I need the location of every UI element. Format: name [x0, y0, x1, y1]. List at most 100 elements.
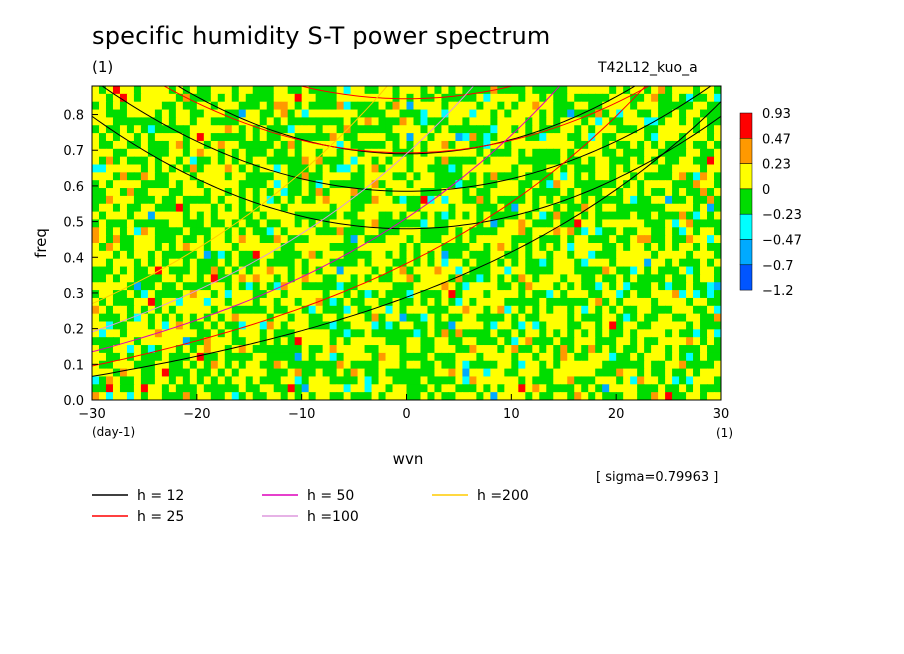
field-cell: [210, 172, 219, 181]
field-cell: [92, 117, 100, 126]
field-cell: [427, 258, 436, 268]
field-cell: [224, 211, 233, 221]
field-cell: [308, 203, 317, 213]
field-cell: [294, 290, 303, 299]
field-cell: [616, 188, 624, 197]
field-cell: [658, 243, 666, 252]
field-cell: [315, 180, 324, 189]
field-cell: [245, 109, 254, 118]
field-cell: [154, 384, 163, 393]
field-cell: [665, 195, 673, 205]
field-cell: [308, 290, 317, 299]
field-cell: [406, 321, 415, 330]
field-cell: [413, 101, 422, 111]
field-cell: [378, 172, 387, 181]
field-cell: [168, 243, 177, 252]
field-cell: [658, 392, 666, 400]
field-cell: [546, 274, 554, 283]
field-cell: [92, 250, 100, 260]
field-cell: [252, 258, 261, 268]
field-cell: [245, 258, 254, 268]
field-cell: [168, 290, 177, 299]
field-cell: [483, 180, 491, 189]
field-cell: [210, 133, 219, 142]
field-cell: [490, 345, 498, 354]
field-cell: [357, 148, 366, 158]
field-cell: [448, 203, 457, 213]
field-cell: [714, 392, 721, 400]
field-cell: [378, 337, 387, 346]
field-cell: [623, 133, 631, 142]
field-cell: [350, 156, 359, 166]
field-cell: [168, 109, 177, 118]
field-cell: [252, 148, 261, 158]
field-cell: [665, 93, 673, 103]
field-cell: [245, 101, 254, 111]
field-cell: [644, 203, 652, 213]
field-cell: [105, 337, 114, 346]
field-cell: [511, 219, 519, 228]
field-cell: [231, 250, 240, 260]
field-cell: [315, 172, 324, 181]
field-cell: [364, 203, 373, 213]
field-cell: [490, 125, 498, 134]
field-cell: [315, 274, 324, 283]
field-cell: [308, 93, 317, 103]
field-cell: [301, 297, 310, 307]
field-cell: [92, 266, 100, 275]
field-cell: [350, 101, 359, 111]
field-cell: [287, 93, 296, 103]
field-cell: [189, 211, 198, 221]
field-cell: [623, 172, 631, 181]
field-cell: [147, 290, 156, 299]
field-cell: [112, 384, 121, 393]
field-cell: [448, 180, 457, 189]
colorbar-label: −0.7: [762, 259, 794, 274]
field-cell: [140, 337, 149, 346]
field-cell: [147, 297, 156, 307]
field-cell: [336, 258, 345, 268]
field-cell: [686, 219, 694, 228]
field-cell: [595, 243, 603, 252]
dispersion-curves: [92, 86, 721, 377]
field-cell: [406, 164, 415, 173]
field-cell: [665, 211, 673, 221]
field-cell: [434, 337, 443, 346]
field-cell: [469, 188, 477, 197]
field-cell: [616, 282, 624, 291]
field-cell: [357, 133, 366, 142]
field-cell: [441, 313, 450, 323]
field-cell: [92, 101, 100, 111]
field-cell: [364, 188, 373, 197]
field-cell: [658, 133, 666, 142]
field-cell: [357, 376, 366, 385]
field-cell: [455, 156, 464, 166]
field-cell: [294, 321, 303, 330]
field-cell: [112, 188, 121, 197]
field-cell: [364, 219, 373, 228]
field-cell: [364, 345, 373, 354]
field-cell: [455, 180, 464, 189]
field-cell: [203, 329, 212, 338]
field-cell: [490, 313, 498, 323]
field-cell: [364, 258, 373, 268]
field-cell: [476, 93, 484, 103]
field-cell: [217, 368, 226, 378]
field-cell: [322, 392, 331, 400]
field-cell: [609, 140, 617, 150]
field-cell: [602, 188, 610, 197]
field-cell: [623, 203, 631, 213]
field-cell: [399, 140, 408, 150]
field-cell: [217, 101, 226, 111]
field-cell: [707, 109, 715, 118]
field-cell: [385, 258, 394, 268]
field-cell: [273, 345, 282, 354]
field-cell: [189, 392, 198, 400]
field-cell: [196, 172, 205, 181]
field-cell: [504, 297, 512, 307]
field-cell: [602, 345, 610, 354]
field-cell: [567, 321, 575, 330]
field-cell: [490, 274, 498, 283]
field-cell: [525, 376, 533, 385]
field-cell: [238, 392, 247, 400]
